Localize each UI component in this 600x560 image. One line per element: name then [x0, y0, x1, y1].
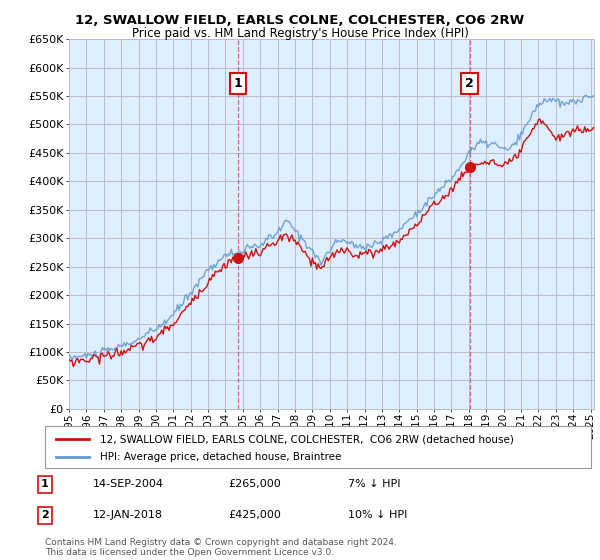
Text: Price paid vs. HM Land Registry's House Price Index (HPI): Price paid vs. HM Land Registry's House …: [131, 27, 469, 40]
Text: 1: 1: [41, 479, 49, 489]
Text: Contains HM Land Registry data © Crown copyright and database right 2024.
This d: Contains HM Land Registry data © Crown c…: [45, 538, 397, 557]
Text: 12, SWALLOW FIELD, EARLS COLNE, COLCHESTER,  CO6 2RW (detached house): 12, SWALLOW FIELD, EARLS COLNE, COLCHEST…: [100, 434, 514, 444]
Text: 12-JAN-2018: 12-JAN-2018: [93, 510, 163, 520]
Text: 7% ↓ HPI: 7% ↓ HPI: [348, 479, 401, 489]
Text: 10% ↓ HPI: 10% ↓ HPI: [348, 510, 407, 520]
Text: 1: 1: [233, 77, 242, 90]
Text: £265,000: £265,000: [228, 479, 281, 489]
Text: 14-SEP-2004: 14-SEP-2004: [93, 479, 164, 489]
Text: 2: 2: [41, 510, 49, 520]
Text: £425,000: £425,000: [228, 510, 281, 520]
FancyBboxPatch shape: [45, 426, 591, 468]
Text: 12, SWALLOW FIELD, EARLS COLNE, COLCHESTER, CO6 2RW: 12, SWALLOW FIELD, EARLS COLNE, COLCHEST…: [76, 14, 524, 27]
Text: 2: 2: [465, 77, 474, 90]
Text: HPI: Average price, detached house, Braintree: HPI: Average price, detached house, Brai…: [100, 452, 341, 462]
